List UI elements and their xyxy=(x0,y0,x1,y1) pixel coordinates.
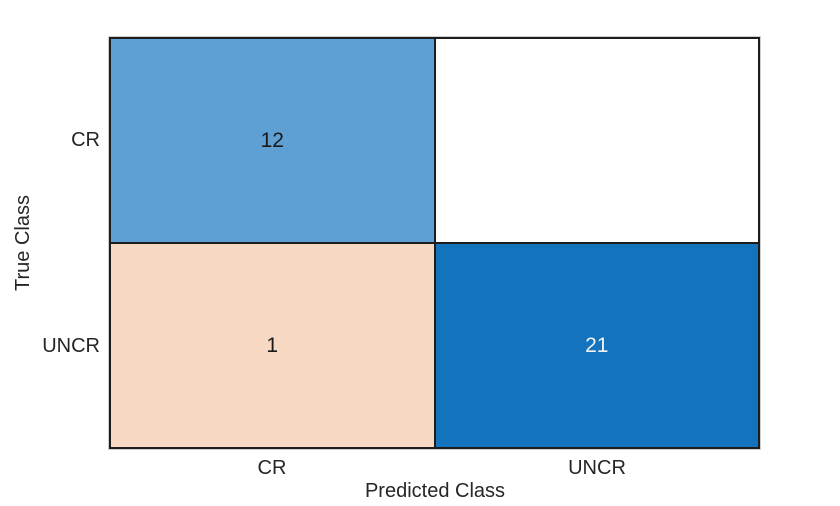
y-axis-label: True Class xyxy=(12,195,34,291)
cell-value: 1 xyxy=(266,334,279,357)
y-tick-uncr: UNCR xyxy=(42,335,100,357)
cell-true-cr-pred-uncr xyxy=(435,39,758,242)
cell-value: 21 xyxy=(585,334,609,357)
cell-value: 12 xyxy=(260,129,284,152)
cell-true-uncr-pred-cr: 1 xyxy=(111,244,434,447)
x-tick-uncr: UNCR xyxy=(568,457,626,479)
cell-true-cr-pred-cr: 12 xyxy=(111,39,434,242)
confusion-matrix-grid: 12 1 21 xyxy=(109,37,760,449)
x-tick-cr: CR xyxy=(257,457,287,479)
cell-true-uncr-pred-uncr: 21 xyxy=(435,244,758,447)
y-tick-cr: CR xyxy=(71,129,100,151)
x-axis-label: Predicted Class xyxy=(364,480,506,502)
